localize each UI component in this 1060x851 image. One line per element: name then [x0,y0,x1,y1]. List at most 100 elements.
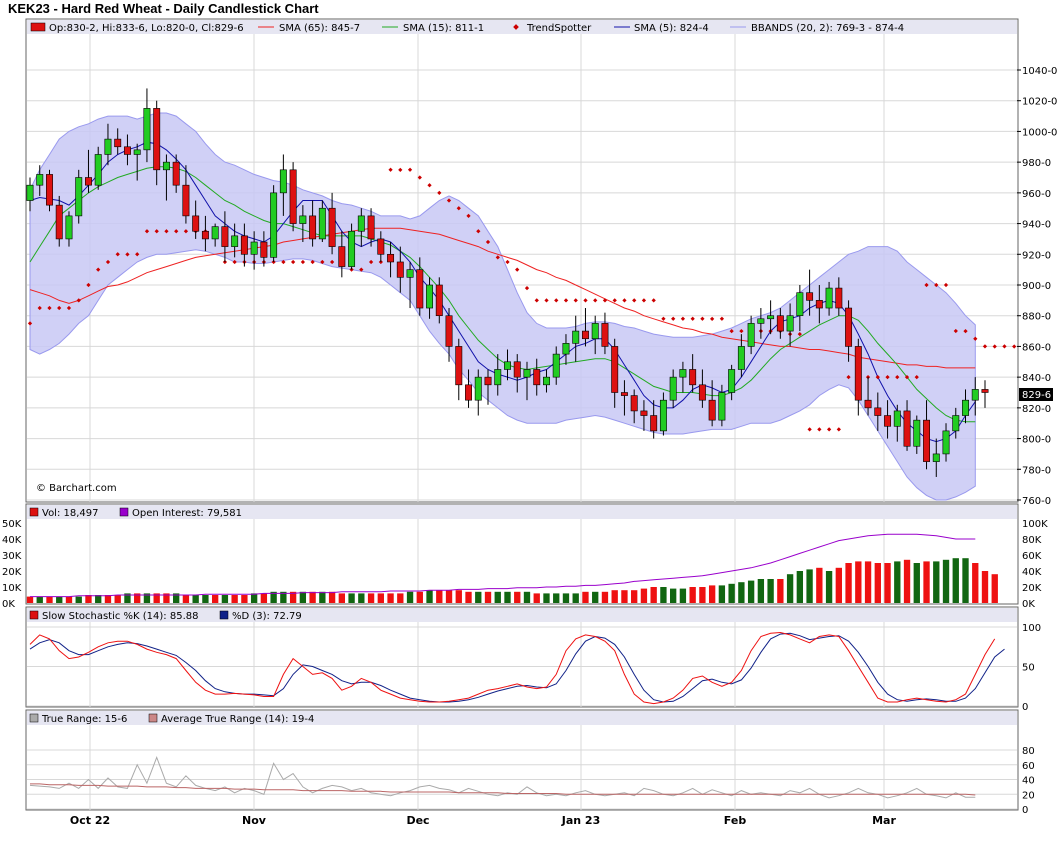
candle-body [260,241,268,258]
candle-body [377,238,385,255]
volume-bar [46,596,53,603]
trendspotter-point [836,427,841,432]
volume-bar [913,563,920,603]
candle-legend-icon [30,22,46,32]
candle-body [133,149,141,155]
trendspotter-point [700,316,705,321]
price-legend: Op:830-2, Hi:833-6, Lo:820-0, Cl:829-6 S… [30,22,904,34]
volume-bar [592,591,599,603]
atr-legend-label: Average True Range (14): 19-4 [161,714,314,725]
month-label: Feb [724,814,747,827]
volume-bar [465,591,472,603]
candle-body [172,161,180,186]
volume-right-tick-label: 60K [1022,551,1042,562]
candle-body [270,192,278,258]
volume-bar [650,587,657,603]
trendspotter-point [359,267,364,272]
trendspotter-point [310,259,315,265]
volume-left-tick-label: 40K [2,535,22,546]
volume-bar [543,593,550,603]
tr-tick-label: 80 [1022,746,1035,757]
candle-body [718,392,726,421]
candle-body [279,169,287,194]
trendspotter-point [27,321,33,326]
candle-body [971,389,979,401]
candle-body [689,369,697,386]
candle-body [893,410,901,427]
month-label: Nov [242,814,267,827]
navy-box-icon [219,610,229,620]
volume-bar [289,591,297,603]
trendspotter-point [554,298,559,303]
volume-bars [26,533,998,603]
candle-body [835,287,843,309]
candle-body [201,230,209,240]
candle-body [543,376,550,386]
volume-bar [806,569,813,603]
volume-bar [56,596,63,603]
volume-bar [660,587,667,603]
price-tick-label: 980-0 [1022,158,1051,169]
tr-tick-label: 60 [1022,761,1035,772]
volume-bar [231,595,238,603]
stoch-tick-label: 50 [1022,663,1035,674]
candle-body [435,284,443,317]
candle-body [864,399,872,409]
candle-body [923,419,930,462]
page-title: KEK23 - Hard Red Wheat - Daily Candlesti… [8,1,319,16]
volume-bar [582,591,589,603]
candle-body [75,177,83,217]
volume-bar [358,593,365,603]
volume-left-tick-label: 30K [2,551,22,562]
volume-bar [484,591,492,603]
price-tick-label: 840-0 [1022,373,1051,384]
volume-bar [903,559,911,603]
trendspotter-point [729,328,734,334]
price-tick-label: 1000-0 [1022,127,1057,138]
trendspotter-point [232,259,237,265]
month-label: Jan 23 [561,814,600,827]
volume-bar [825,571,833,603]
volume-bar [436,590,443,603]
trendspotter-point [115,252,120,257]
candle-body [874,407,882,416]
volume-bar [553,593,560,603]
volume-bar [738,582,745,603]
volume-bar [328,591,336,603]
candle-body [162,161,170,171]
candle-body [728,369,736,393]
volume-bar [182,595,190,603]
volume-bar [445,590,453,603]
bbands-legend-label: BBANDS (20, 2): 769-3 - 874-4 [751,23,904,34]
trendspotter-point [534,298,539,303]
candle-body [601,323,609,347]
candle-body [737,346,745,370]
trendspotter-point [37,305,42,311]
volume-bar [367,593,375,603]
trendspotter-point [368,259,374,265]
last-price-label: 829-6 [1022,390,1051,401]
trendspotter-point [710,316,715,321]
volume-bar [26,596,34,603]
grid-layer [27,34,1017,810]
volume-bar [192,595,199,603]
price-tick-label: 960-0 [1022,189,1051,200]
volume-bar [640,588,648,603]
candle-body [815,300,823,309]
volume-bar [786,574,794,603]
candle-body [357,215,365,232]
volume-bar [894,561,901,603]
candle-body [465,384,472,401]
volume-bar [143,593,151,603]
candle-body [981,389,989,393]
sma65-legend-label: SMA (65): 845-7 [279,23,360,34]
volume-bar [884,563,891,603]
candle-body [913,419,921,447]
price-tick-label: 760-0 [1022,496,1051,507]
trendspotter-point [174,229,179,234]
stochastic-lines [29,631,1005,705]
volume-right-tick-label: 40K [1022,567,1042,578]
candle-body [348,230,356,267]
volume-bar [981,571,989,603]
